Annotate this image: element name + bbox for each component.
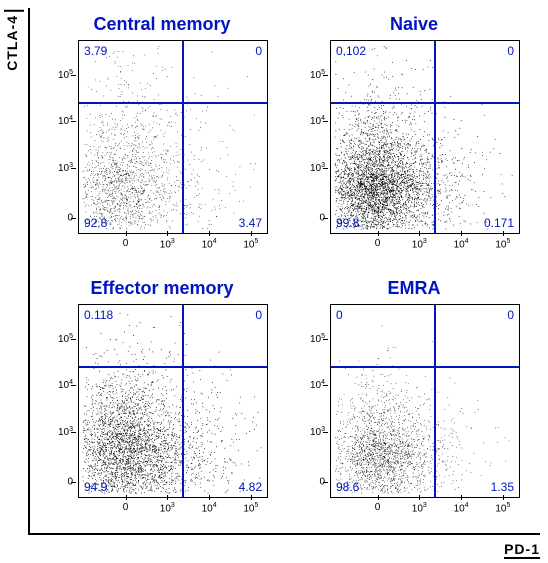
- quadrant-label-tl: 0.102: [336, 44, 366, 58]
- flow-panel: Central memory3.79092.83.470103104105010…: [48, 14, 276, 260]
- x-tick-label: 103: [412, 238, 427, 250]
- quadrant-label-tr: 0: [255, 44, 262, 58]
- flow-panel: EMRA0098.61.3501031041050103104105: [300, 278, 528, 524]
- quadrant-label-tl: 0: [336, 308, 343, 322]
- x-tick-label: 103: [160, 502, 175, 514]
- quadrant-label-tl: 0.118: [84, 308, 113, 322]
- gate-vertical: [182, 305, 184, 497]
- gate-horizontal: [331, 102, 519, 104]
- y-ticks: 0103104105: [48, 40, 76, 234]
- quadrant-label-br: 4.82: [239, 480, 262, 494]
- x-tick-label: 0: [375, 502, 381, 513]
- scatter-plot: [331, 305, 519, 497]
- x-tick-label: 103: [160, 238, 175, 250]
- scatter-plot: [331, 41, 519, 233]
- scatter-plot: [79, 41, 267, 233]
- quadrant-label-tr: 0: [255, 308, 262, 322]
- quadrant-label-tl: 3.79: [84, 44, 107, 58]
- quadrant-label-tr: 0: [507, 308, 514, 322]
- plot-box: 0 0 98.6 1.35: [330, 304, 520, 498]
- x-tick-label: 105: [495, 502, 510, 514]
- panel-title: Effector memory: [48, 278, 276, 299]
- x-tick-label: 103: [412, 502, 427, 514]
- panels-grid: Central memory3.79092.83.470103104105010…: [48, 14, 528, 524]
- x-tick-label: 104: [454, 502, 469, 514]
- quadrant-label-bl: 98.6: [336, 480, 359, 494]
- x-tick-label: 104: [454, 238, 469, 250]
- x-tick-label: 105: [495, 238, 510, 250]
- scatter-plot: [79, 305, 267, 497]
- x-tick-label: 104: [202, 238, 217, 250]
- quadrant-label-br: 0.171: [484, 216, 514, 230]
- plot-box: 0.118 0 94.9 4.82: [78, 304, 268, 498]
- x-tick-label: 0: [375, 238, 381, 249]
- quadrant-label-bl: 92.8: [84, 216, 107, 230]
- flow-panel: Effector memory0.118094.94.8201031041050…: [48, 278, 276, 524]
- plot-box: 0.102 0 99.8 0.171: [330, 40, 520, 234]
- gate-vertical: [434, 41, 436, 233]
- x-ticks: 0 103 104 105: [78, 500, 268, 524]
- quadrant-label-bl: 99.8: [336, 216, 359, 230]
- panel-title: EMRA: [300, 278, 528, 299]
- gate-horizontal: [331, 366, 519, 368]
- y-ticks: 0103104105: [48, 304, 76, 498]
- x-tick-label: 0: [123, 502, 129, 513]
- quadrant-label-tr: 0: [507, 44, 514, 58]
- gate-horizontal: [79, 102, 267, 104]
- quadrant-label-br: 3.47: [239, 216, 262, 230]
- quadrant-label-br: 1.35: [491, 480, 514, 494]
- y-ticks: 0103104105: [300, 304, 328, 498]
- x-ticks: 0 103 104 105: [330, 500, 520, 524]
- x-axis-label: PD-1: [504, 541, 540, 559]
- x-tick-label: 105: [243, 238, 258, 250]
- x-tick-label: 104: [202, 502, 217, 514]
- x-ticks: 0 103 104 105: [78, 236, 268, 260]
- gate-vertical: [434, 305, 436, 497]
- plot-box: 3.79 0 92.8 3.47: [78, 40, 268, 234]
- gate-horizontal: [79, 366, 267, 368]
- panel-title: Central memory: [48, 14, 276, 35]
- quadrant-label-bl: 94.9: [84, 480, 107, 494]
- y-axis-label: CTLA-4: [4, 10, 24, 71]
- x-tick-label: 105: [243, 502, 258, 514]
- flow-panel: Naive0.102099.80.17101031041050103104105: [300, 14, 528, 260]
- x-tick-label: 0: [123, 238, 129, 249]
- x-ticks: 0 103 104 105: [330, 236, 520, 260]
- gate-vertical: [182, 41, 184, 233]
- panel-title: Naive: [300, 14, 528, 35]
- y-ticks: 0103104105: [300, 40, 328, 234]
